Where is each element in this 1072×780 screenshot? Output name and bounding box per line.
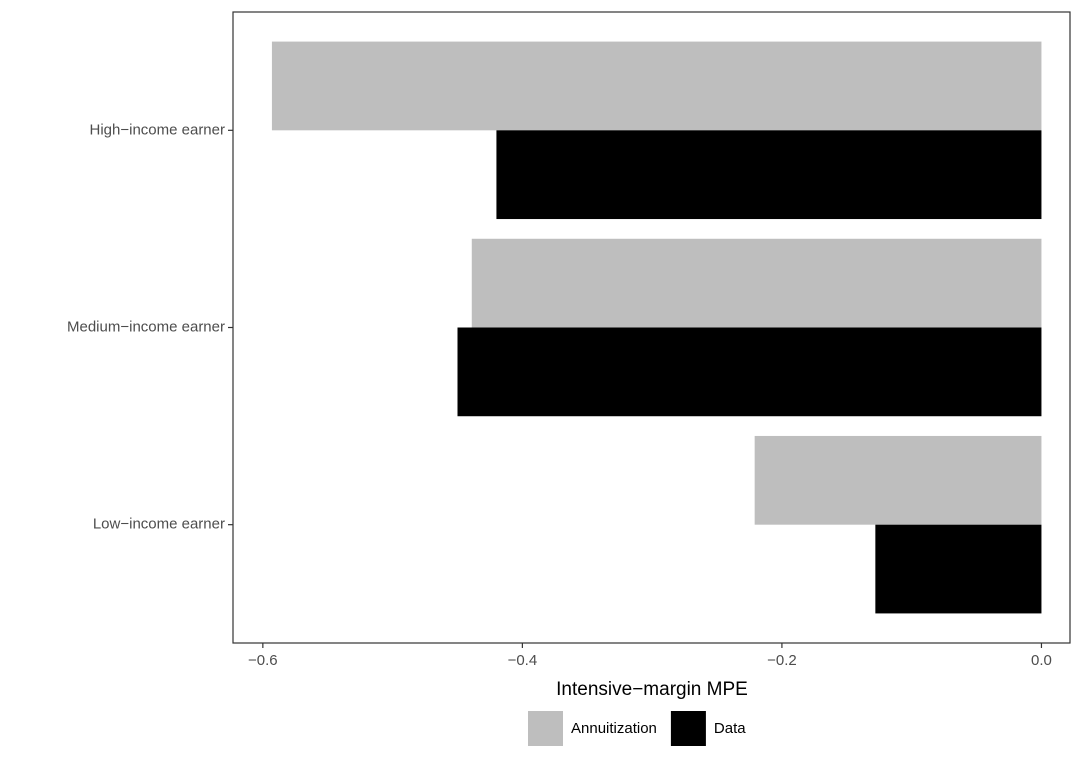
x-axis-title: Intensive−margin MPE [556, 679, 748, 700]
y-tick-label: High−income earner [90, 121, 226, 138]
legend-swatch [670, 711, 706, 746]
bar [471, 238, 1042, 328]
bar [496, 130, 1042, 220]
x-tick-label: −0.4 [508, 652, 538, 669]
bar [271, 41, 1042, 131]
panel-border [232, 11, 1071, 644]
bar [457, 327, 1042, 417]
bar [754, 435, 1042, 525]
bar [875, 524, 1042, 614]
x-tick-label: −0.2 [767, 652, 797, 669]
y-tick-label: Medium−income earner [67, 318, 225, 335]
y-tick-label: Low−income earner [93, 516, 225, 533]
legend-swatch [528, 711, 563, 746]
x-tick-label: −0.6 [248, 652, 278, 669]
legend-label: Annuitization [571, 720, 657, 737]
x-tick-label: 0.0 [1031, 652, 1052, 669]
legend-label: Data [714, 720, 746, 737]
